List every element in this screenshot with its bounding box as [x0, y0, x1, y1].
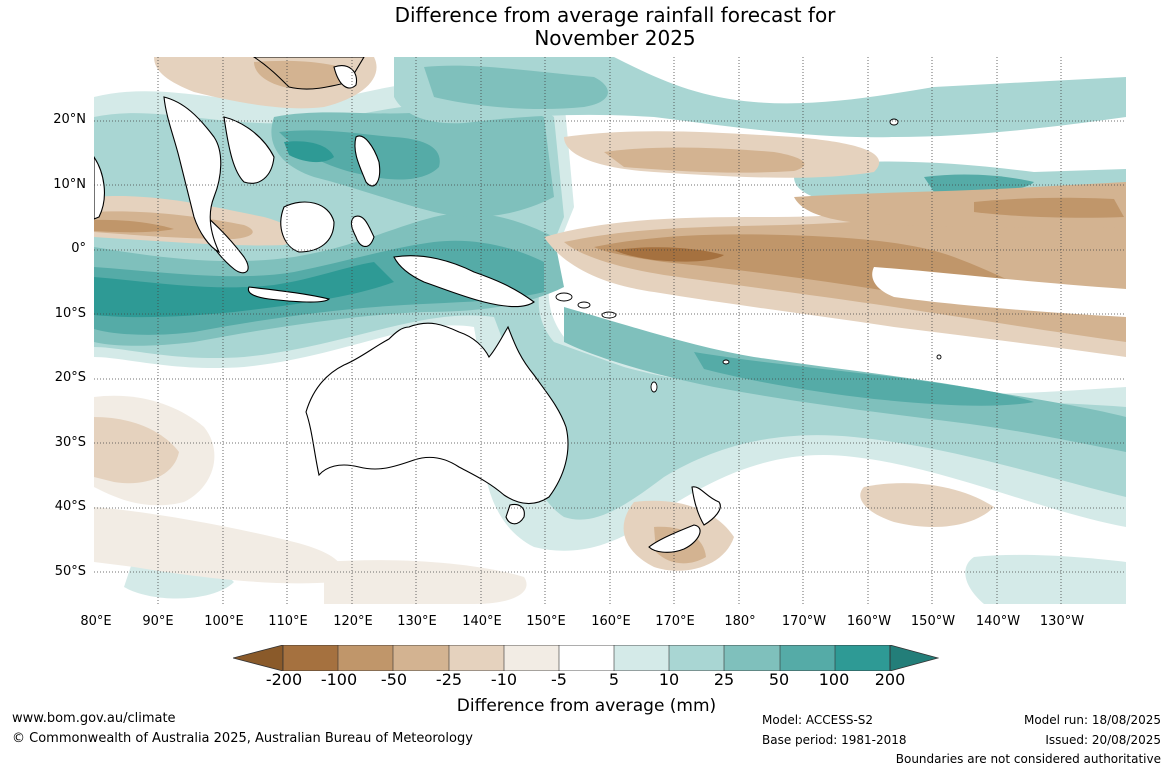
- lat-label-10n: 10°N: [53, 177, 86, 192]
- lon-label-160e: 160°E: [591, 614, 631, 629]
- india-coast: [94, 156, 105, 220]
- colorbar: [233, 645, 939, 671]
- colorbar-tick: 25: [713, 670, 735, 689]
- new-guinea-coast: [393, 255, 535, 308]
- coastlines: [94, 57, 721, 553]
- lon-label-130w: 130°W: [1039, 614, 1085, 629]
- lat-label-0: 0°: [71, 241, 86, 256]
- lat-label-20n: 20°N: [53, 112, 86, 127]
- lon-label-80e: 80°E: [80, 614, 112, 629]
- java-coast: [247, 286, 331, 303]
- lon-label-110e: 110°E: [268, 614, 308, 629]
- colorbar-tick: -10: [490, 670, 518, 689]
- colorbar-bin: [614, 645, 669, 671]
- colorbar-tick: 100: [818, 670, 850, 689]
- indochina-coast: [223, 116, 275, 184]
- lat-label-50s: 50°S: [54, 564, 86, 579]
- colorbar-tick: -50: [380, 670, 408, 689]
- rainfall-anomaly-map: [94, 57, 1126, 604]
- lat-label-40s: 40°S: [54, 499, 86, 514]
- lon-label-140w: 140°W: [975, 614, 1021, 629]
- lon-label-140e: 140°E: [462, 614, 502, 629]
- colorbar-bin: [504, 645, 559, 671]
- colorbar-tick: 200: [874, 670, 906, 689]
- colorbar-bin: [835, 645, 890, 671]
- new-zealand-north-coast: [691, 486, 721, 526]
- map-canvas: [94, 57, 1126, 604]
- australia-coast: [305, 322, 569, 505]
- colorbar-tick: -100: [320, 670, 358, 689]
- lon-label-150w: 150°W: [910, 614, 956, 629]
- model-run-label: Model run: 18/08/2025: [1023, 713, 1161, 727]
- lon-label-180: 180°: [724, 614, 756, 629]
- lat-label-20s: 20°S: [54, 370, 86, 385]
- dry-anomaly-fields: [94, 57, 1126, 604]
- base-period-label: Base period: 1981-2018: [762, 733, 907, 747]
- colorbar-bin: [669, 645, 724, 671]
- colorbar-title: Difference from average (mm): [456, 696, 717, 716]
- pacific-islands: [555, 118, 942, 393]
- lon-label-170e: 170°E: [655, 614, 695, 629]
- map-title: Difference from average rainfall forecas…: [0, 4, 1173, 50]
- colorbar-tick: 10: [658, 670, 680, 689]
- lon-label-120e: 120°E: [333, 614, 373, 629]
- colorbar-arrow-dry: [233, 645, 284, 671]
- tasmania-coast: [505, 503, 525, 525]
- colorbar-bin: [449, 645, 504, 671]
- copyright-text: © Commonwealth of Australia 2025, Austra…: [12, 731, 473, 746]
- colorbar-bin: [338, 645, 393, 671]
- colorbar-tick: -200: [265, 670, 303, 689]
- graticule: [94, 57, 1126, 604]
- lon-label-170w: 170°W: [781, 614, 827, 629]
- lon-label-90e: 90°E: [142, 614, 174, 629]
- boundaries-disclaimer: Boundaries are not considered authoritat…: [895, 752, 1161, 766]
- colorbar-tick: 50: [768, 670, 790, 689]
- colorbar-bin: [559, 645, 614, 671]
- lon-label-150e: 150°E: [526, 614, 566, 629]
- colorbar-bin: [780, 645, 835, 671]
- borneo-coast: [280, 201, 335, 253]
- colorbar-tick: 5: [608, 670, 620, 689]
- se-asia-coast: [163, 96, 222, 254]
- new-zealand-south-coast: [648, 524, 701, 553]
- colorbar-tick: -5: [551, 670, 567, 689]
- model-label: Model: ACCESS-S2: [762, 713, 874, 727]
- colorbar-arrow-wet: [889, 645, 939, 671]
- lon-label-160w: 160°W: [846, 614, 892, 629]
- lon-label-130e: 130°E: [397, 614, 437, 629]
- lon-label-100e: 100°E: [204, 614, 244, 629]
- colorbar-bin: [283, 645, 338, 671]
- map-title-line1: Difference from average rainfall forecas…: [394, 3, 836, 27]
- japan-coast: [333, 65, 358, 89]
- lat-label-30s: 30°S: [54, 435, 86, 450]
- map-title-line2: November 2025: [534, 26, 696, 50]
- colorbar-bin: [393, 645, 449, 671]
- colorbar-bin: [724, 645, 780, 671]
- colorbar-tick: -25: [435, 670, 463, 689]
- lat-label-10s: 10°S: [54, 306, 86, 321]
- issued-label: Issued: 20/08/2025: [1045, 733, 1161, 747]
- philippines-coast: [354, 135, 381, 187]
- website-link[interactable]: www.bom.gov.au/climate: [12, 711, 176, 726]
